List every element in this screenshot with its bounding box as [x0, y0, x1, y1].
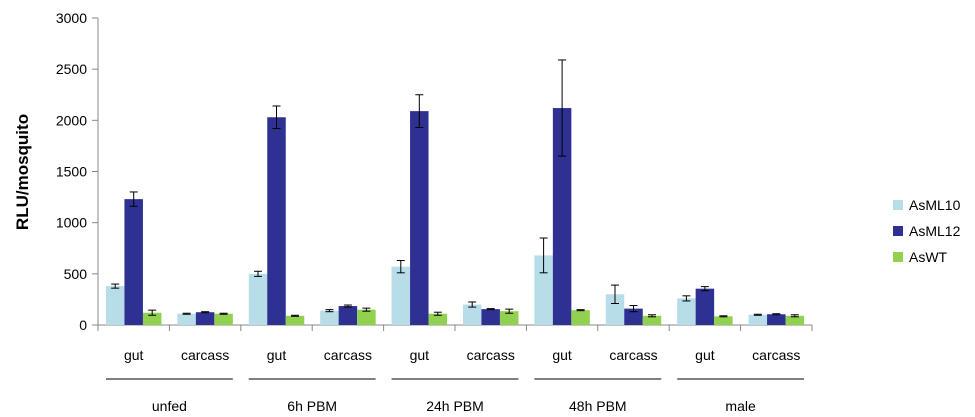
- x-category-label: carcass: [609, 347, 657, 363]
- bar-asml10: [605, 294, 625, 325]
- x-category-label: gut: [695, 347, 715, 363]
- bar-aswt: [499, 311, 519, 325]
- bar-asml10: [748, 314, 768, 325]
- y-tick-label: 3000: [56, 10, 87, 26]
- bar-asml12: [195, 312, 215, 325]
- y-axis-title: RLU/mosquito: [13, 114, 32, 230]
- bar-asml10: [462, 304, 482, 325]
- x-category-label: carcass: [467, 347, 515, 363]
- x-category-label: gut: [552, 347, 572, 363]
- bar-aswt: [142, 312, 162, 325]
- y-tick-label: 2500: [56, 61, 87, 77]
- bar-asml12: [552, 108, 572, 325]
- bar-asml12: [695, 288, 715, 325]
- x-category-label: carcass: [752, 347, 800, 363]
- legend-swatch-asml10: [893, 200, 903, 210]
- bar-aswt: [428, 313, 448, 325]
- bar-asml12: [124, 199, 143, 325]
- y-tick-label: 0: [79, 317, 87, 333]
- x-category-label: gut: [267, 347, 287, 363]
- bar-asml10: [248, 273, 268, 325]
- bar-asml12: [767, 314, 786, 325]
- bar-asml12: [481, 309, 500, 325]
- bar-aswt: [642, 315, 662, 325]
- group-label: 6h PBM: [287, 398, 337, 414]
- group-label: 24h PBM: [426, 398, 484, 414]
- group-label: unfed: [152, 398, 187, 414]
- bars: [105, 108, 805, 325]
- y-tick-label: 1000: [56, 215, 87, 231]
- bar-asml10: [391, 266, 411, 325]
- legend-swatch-asml12: [893, 226, 903, 236]
- bar-asml10: [534, 255, 553, 325]
- legend-label-asml10: AsML10: [909, 197, 961, 213]
- bar-asml10: [105, 286, 125, 325]
- bar-aswt: [357, 309, 376, 325]
- bar-asml10: [177, 313, 196, 325]
- bar-aswt: [214, 313, 233, 325]
- bar-asml12: [624, 308, 643, 325]
- axes: 0 500 1000 1500 2000 2500 3000: [56, 10, 813, 333]
- bar-aswt: [785, 315, 805, 325]
- bar-asml12: [267, 117, 286, 325]
- group-label: male: [725, 398, 756, 414]
- y-tick-label: 1500: [56, 164, 87, 180]
- group-label: 48h PBM: [569, 398, 627, 414]
- legend: AsML10 AsML12 AsWT: [893, 197, 961, 265]
- x-axis-labels: gut carcass gut carcass gut carcass gut carcass…: [106, 347, 804, 414]
- bar-asml12: [338, 306, 358, 325]
- x-category-label: carcass: [181, 347, 229, 363]
- legend-label-asml12: AsML12: [909, 223, 961, 239]
- y-tick-label: 2000: [56, 112, 87, 128]
- bar-asml10: [677, 298, 696, 325]
- x-category-label: carcass: [324, 347, 372, 363]
- legend-label-aswt: AsWT: [909, 249, 948, 265]
- x-category-label: gut: [124, 347, 144, 363]
- bar-aswt: [285, 315, 305, 325]
- error-bars: [111, 59, 799, 318]
- y-tick-label: 500: [64, 266, 88, 282]
- x-category-label: gut: [410, 347, 430, 363]
- bar-aswt: [571, 310, 590, 325]
- bar-asml10: [320, 310, 339, 325]
- legend-swatch-aswt: [893, 252, 903, 262]
- bar-asml12: [410, 111, 429, 325]
- bar-aswt: [714, 316, 733, 325]
